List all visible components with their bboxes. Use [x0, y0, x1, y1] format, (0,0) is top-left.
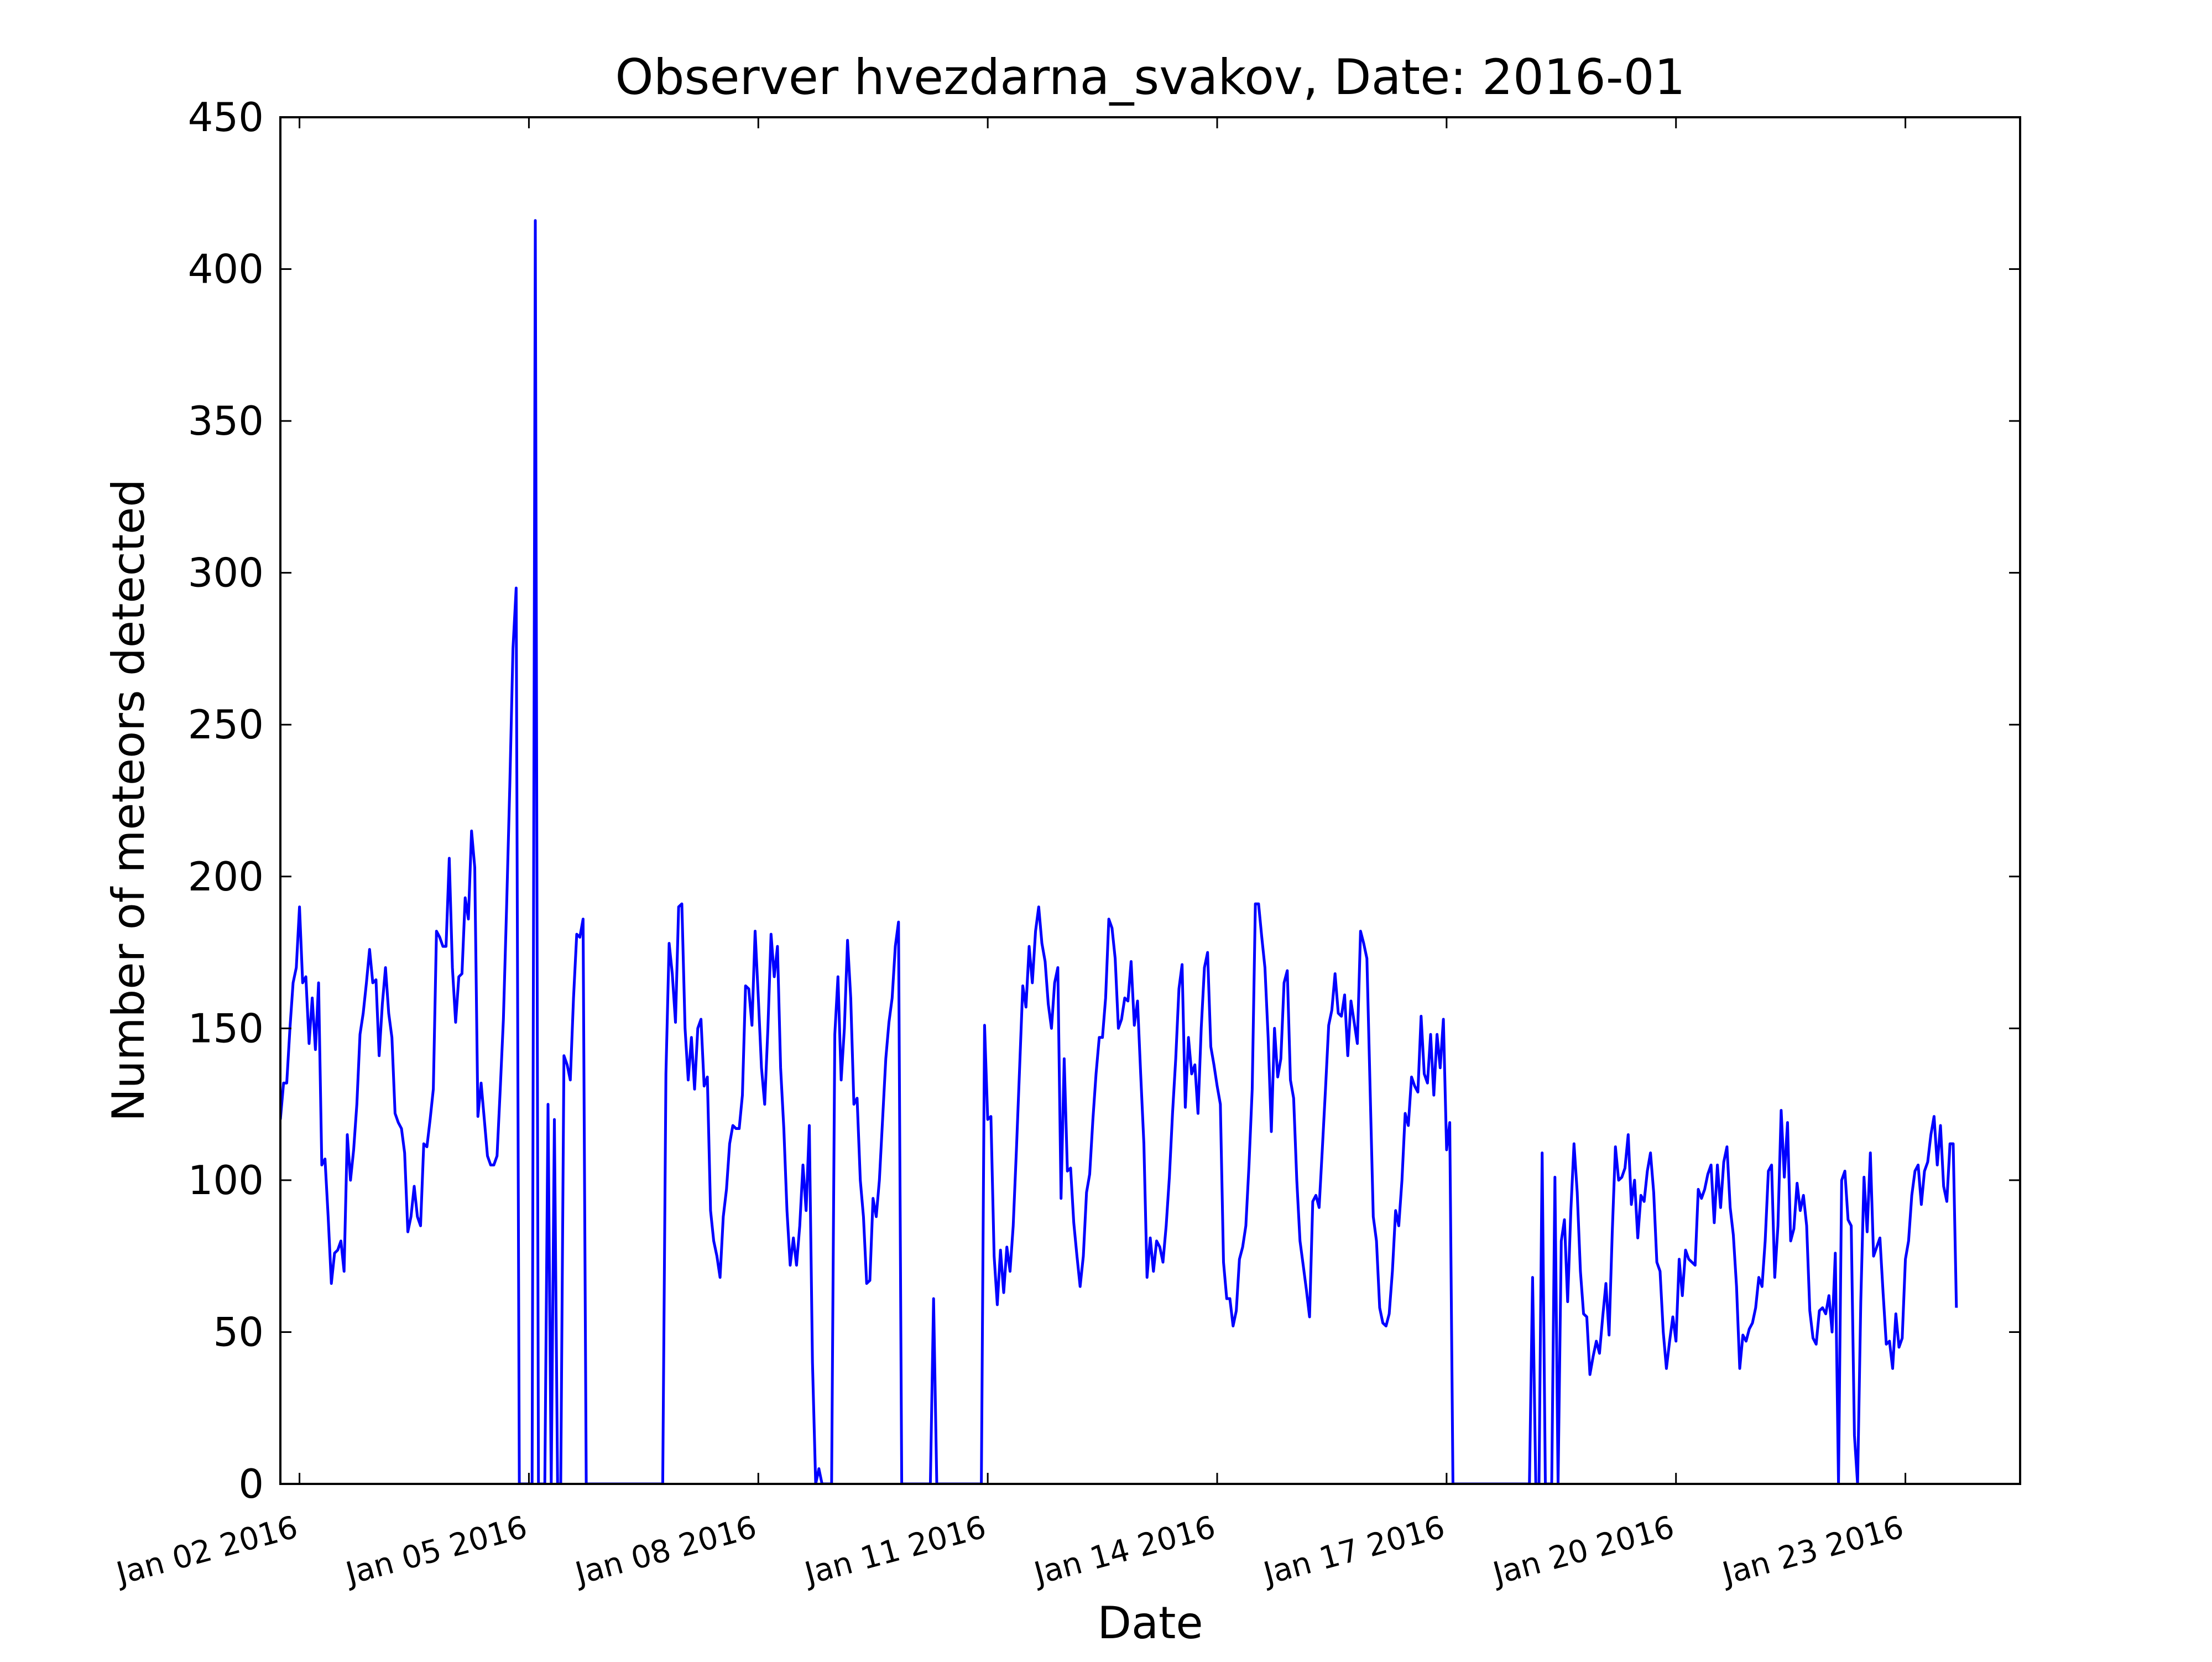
plot-frame	[279, 116, 2021, 1485]
y-tick-label: 150	[188, 1005, 264, 1051]
y-axis-label: Number of meteors detected	[103, 479, 154, 1122]
y-tick-label: 350	[188, 398, 264, 444]
y-tick-label: 200	[188, 853, 264, 900]
chart-title: Observer hvezdarna_svakov, Date: 2016-01	[615, 49, 1685, 106]
y-tick-label: 300	[188, 550, 264, 596]
y-tick-label: 50	[213, 1309, 264, 1355]
y-tick-label: 400	[188, 246, 264, 293]
y-tick-label: 450	[188, 94, 264, 140]
y-tick-label: 100	[188, 1157, 264, 1203]
series-line-0	[280, 219, 1958, 1484]
y-tick-label: 250	[188, 701, 264, 748]
x-axis-label: Date	[1097, 1597, 1203, 1649]
y-tick-label: 0	[238, 1461, 264, 1507]
